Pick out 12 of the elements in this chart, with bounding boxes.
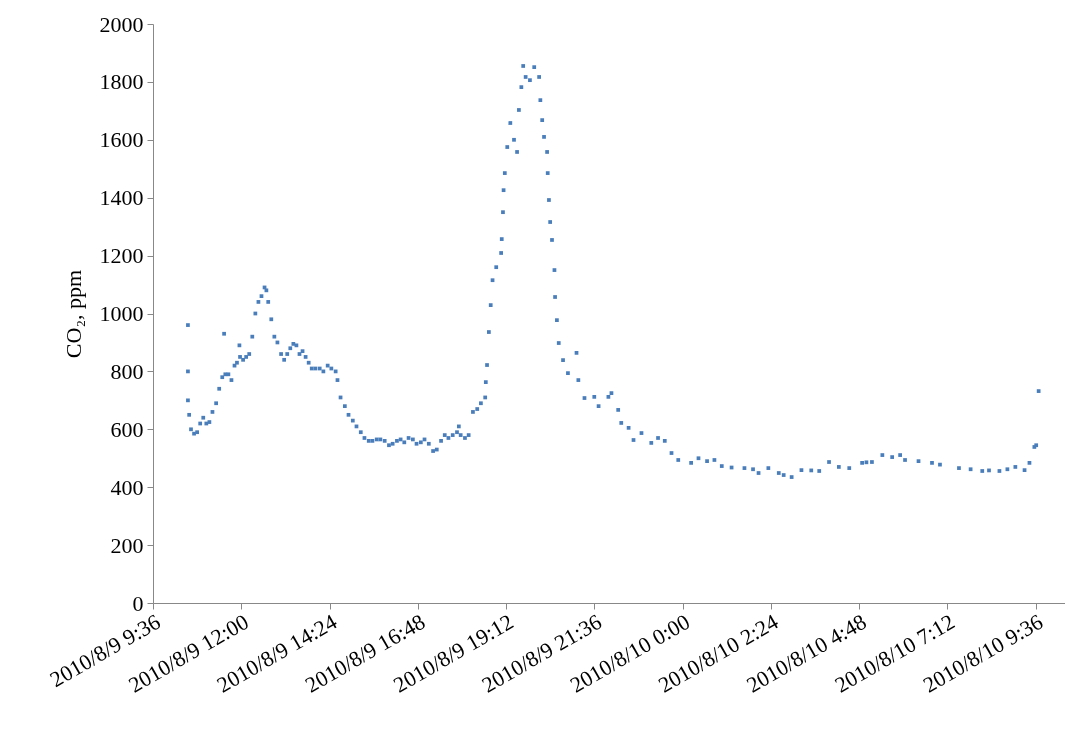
y-axis-title: CO₂, ppm: [60, 269, 86, 359]
y-tick-label: 600: [110, 416, 144, 442]
y-tick-label: 1000: [99, 301, 144, 326]
y-tick-label: 200: [110, 532, 144, 558]
y-tick-label: 2000: [99, 11, 144, 37]
y-tick-label: 0: [132, 590, 144, 616]
y-tick-label: 800: [110, 358, 144, 384]
y-tick-label: 1800: [99, 69, 144, 95]
y-tick-label: 1400: [99, 185, 144, 211]
y-tick-label: 400: [110, 474, 144, 500]
y-tick-label: 1200: [99, 243, 144, 269]
y-tick-label: 1600: [99, 127, 144, 153]
